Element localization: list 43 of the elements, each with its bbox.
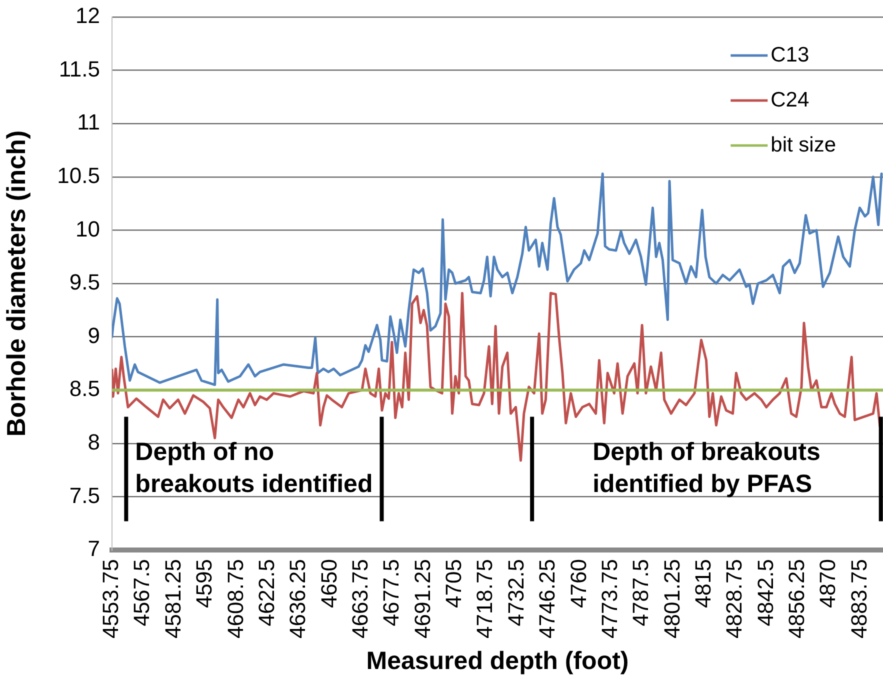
x-tick-label: 4760: [566, 559, 591, 608]
annotation: Depth of no breakouts identified: [135, 438, 373, 498]
x-tick-label: 4828.75: [722, 559, 747, 639]
y-tick-label: 11.5: [58, 56, 100, 82]
x-tick-label: 4842.5: [752, 559, 778, 626]
y-tick-label: 8: [88, 429, 100, 454]
x-tick-label: 4801.25: [659, 559, 684, 639]
x-tick-label: 4856.25: [784, 559, 810, 639]
legend-label: C13: [770, 43, 810, 66]
x-tick-label: 4581.25: [160, 559, 186, 639]
x-axis-title: Measured depth (foot): [366, 646, 629, 675]
y-tick-label: 7.5: [69, 482, 100, 508]
legend-label: bit size: [770, 133, 836, 156]
legend-label: C24: [770, 88, 810, 112]
x-tick-label: 4677.5: [378, 559, 404, 626]
x-tick-label: 4622.5: [254, 559, 279, 626]
x-tick-label: 4567.5: [129, 559, 154, 626]
y-tick-label: 10.5: [57, 162, 100, 188]
y-tick-label: 7: [88, 536, 100, 562]
x-tick-label: 4787.5: [628, 559, 654, 626]
x-tick-label: 4746.25: [534, 559, 560, 639]
x-tick-label: 4650: [316, 559, 342, 608]
x-tick-label: 4663.75: [348, 559, 373, 639]
y-tick-label: 9: [88, 322, 100, 348]
x-tick-label: 4608.75: [222, 559, 248, 639]
x-tick-label: 4870: [815, 559, 840, 608]
x-tick-label: 4718.75: [472, 559, 498, 639]
y-tick-label: 8.5: [69, 376, 100, 402]
x-tick-label: 4883.75: [846, 559, 872, 639]
x-tick-label: 4773.75: [596, 559, 622, 639]
annotation: Depth of breakouts identified by PFAS: [592, 438, 820, 498]
x-tick-label: 4705: [441, 559, 466, 608]
y-tick-label: 10: [76, 216, 100, 242]
x-tick-label: 4636.25: [285, 559, 310, 639]
y-axis-title: Borhole diameters (inch): [0, 130, 31, 437]
x-tick-label: 4691.25: [410, 559, 435, 639]
x-tick-label: 4553.75: [98, 559, 124, 639]
y-tick-label: 12: [76, 3, 100, 28]
x-tick-label: 4732.5: [503, 559, 528, 626]
y-tick-label: 11: [77, 110, 100, 135]
y-tick-label: 9.5: [69, 270, 100, 295]
x-tick-label: 4815: [690, 559, 716, 608]
x-tick-label: 4595: [192, 559, 217, 608]
